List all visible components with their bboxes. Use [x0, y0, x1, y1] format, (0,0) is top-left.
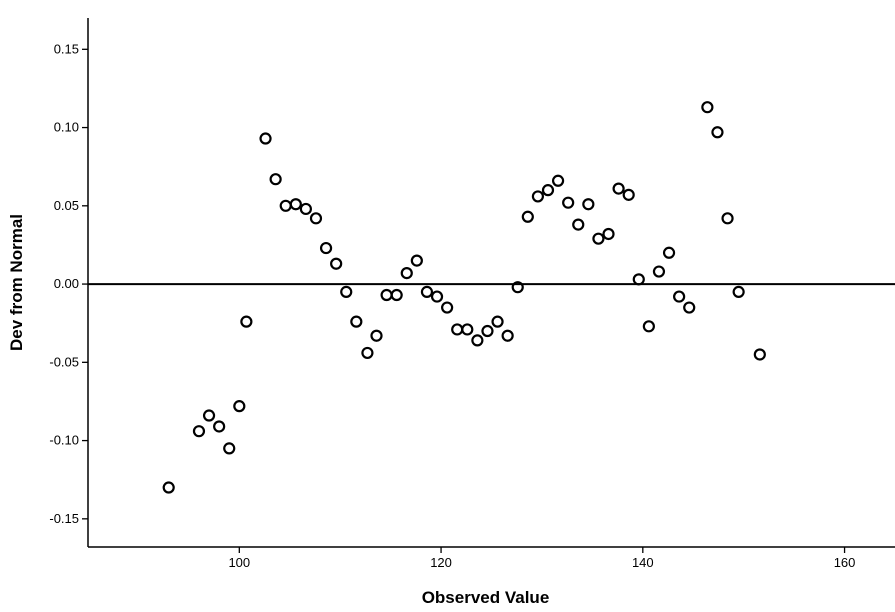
x-tick-label: 140 — [632, 555, 654, 570]
data-point — [662, 246, 676, 259]
data-point — [491, 315, 504, 328]
data-point — [233, 400, 246, 413]
data-point — [400, 267, 413, 280]
y-tick-label: 0.10 — [54, 120, 79, 135]
tick-group: 0.15 0.10 0.05 0.00 -0.05 -0.10 -0.15 100 120 140… — [49, 41, 855, 570]
x-axis-title: Observed Value — [422, 588, 550, 607]
x-tick-label: 100 — [228, 555, 250, 570]
y-tick-label: 0.00 — [54, 276, 79, 291]
data-point — [213, 420, 226, 433]
data-point — [340, 285, 353, 298]
data-point — [269, 173, 282, 186]
data-point — [461, 323, 474, 336]
data-point — [289, 198, 302, 211]
data-point — [541, 184, 555, 197]
data-point — [299, 202, 312, 216]
data-point — [551, 174, 565, 187]
y-tick-label: 0.15 — [54, 41, 79, 56]
data-point — [390, 288, 403, 302]
data-point — [572, 218, 585, 231]
data-point — [202, 409, 216, 422]
data-point — [481, 324, 494, 338]
data-point — [420, 285, 434, 298]
y-tick-label: -0.05 — [49, 354, 79, 369]
data-point — [410, 254, 423, 267]
data-points — [162, 101, 766, 494]
y-axis-title: Dev from Normal — [7, 214, 26, 351]
data-point — [521, 210, 534, 223]
data-point — [673, 290, 686, 303]
y-tick-label: 0.05 — [54, 198, 79, 213]
data-point — [732, 285, 745, 298]
data-point — [602, 227, 615, 241]
axes — [87, 18, 895, 548]
data-point — [683, 301, 696, 314]
data-point — [370, 329, 383, 342]
data-point — [642, 320, 655, 333]
data-point — [501, 329, 514, 342]
x-tick-label: 160 — [834, 555, 856, 570]
data-point — [309, 212, 323, 225]
data-point — [612, 182, 625, 195]
data-point — [319, 241, 333, 255]
data-point — [511, 281, 524, 294]
data-point — [192, 425, 206, 438]
data-point — [753, 348, 766, 361]
data-point — [441, 301, 454, 314]
y-tick-label: -0.10 — [49, 433, 79, 448]
data-point — [592, 232, 605, 245]
data-point — [223, 442, 236, 455]
data-point — [162, 481, 175, 494]
data-point — [531, 190, 545, 203]
data-point — [259, 132, 272, 145]
data-point — [350, 315, 363, 328]
data-point — [240, 315, 253, 328]
data-point — [711, 126, 724, 139]
data-point — [430, 290, 444, 303]
data-point — [652, 265, 666, 278]
data-point — [721, 212, 734, 225]
data-point — [632, 273, 645, 286]
data-point — [562, 196, 575, 209]
data-point — [701, 101, 714, 114]
data-point — [330, 257, 343, 270]
x-tick-label: 120 — [430, 555, 452, 570]
data-point — [361, 346, 374, 360]
data-point — [622, 188, 635, 201]
data-point — [582, 198, 595, 211]
y-tick-label: -0.15 — [49, 511, 79, 526]
data-point — [471, 334, 484, 347]
